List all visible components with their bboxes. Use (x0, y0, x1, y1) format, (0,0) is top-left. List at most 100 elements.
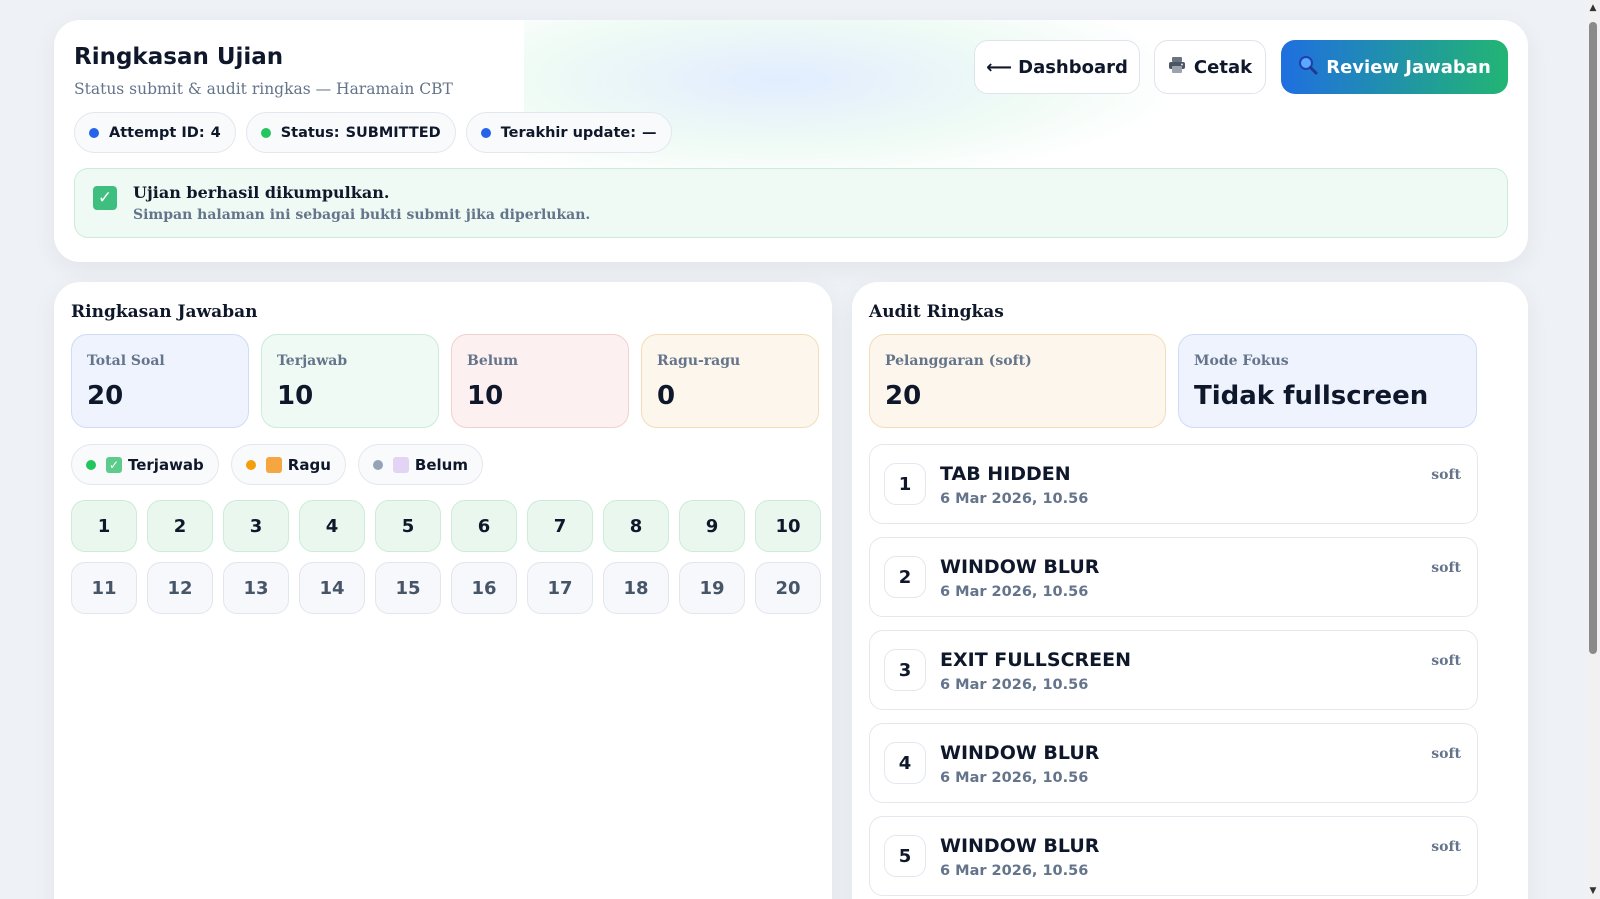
audit-panel: Audit Ringkas Pelanggaran (soft) 20 Mode… (852, 282, 1528, 899)
stat-label: Terjawab (277, 353, 348, 369)
audit-item: 1 TAB HIDDEN 6 Mar 2026, 10.56 soft (869, 444, 1478, 524)
question-number-button[interactable]: 5 (375, 500, 441, 552)
audit-item-type: WINDOW BLUR (940, 556, 1100, 578)
question-number-button[interactable]: 14 (299, 562, 365, 614)
last-update-value: — (642, 124, 657, 141)
audit-item-number: 2 (884, 556, 926, 598)
question-number-button[interactable]: 7 (527, 500, 593, 552)
attempt-id-chip: Attempt ID: 4 (74, 112, 236, 153)
question-number-button[interactable]: 2 (147, 500, 213, 552)
question-number-button[interactable]: 9 (679, 500, 745, 552)
review-answers-button[interactable]: Review Jawaban (1281, 40, 1508, 94)
alert-text: Simpan halaman ini sebagai bukti submit … (133, 207, 591, 223)
scroll-up-icon[interactable]: ▲ (1589, 3, 1597, 13)
audit-item-time: 6 Mar 2026, 10.56 (940, 584, 1089, 600)
audit-item: 5 WINDOW BLUR 6 Mar 2026, 10.56 soft (869, 816, 1478, 896)
stat-value: Tidak fullscreen (1194, 381, 1429, 411)
audit-item-type: WINDOW BLUR (940, 835, 1100, 857)
audit-item-time: 6 Mar 2026, 10.56 (940, 863, 1089, 879)
dashboard-button[interactable]: ⟵ Dashboard (974, 40, 1140, 94)
audit-item-number: 5 (884, 835, 926, 877)
attempt-id-value: 4 (210, 124, 221, 141)
attempt-id-label: Attempt ID: (109, 124, 205, 141)
audit-item-type: WINDOW BLUR (940, 742, 1100, 764)
blue-dot-icon (480, 127, 491, 138)
legend-answered: ✓ Terjawab (71, 444, 219, 485)
page-scrollbar[interactable]: ▲ ▼ (1586, 0, 1600, 899)
audit-item: 4 WINDOW BLUR 6 Mar 2026, 10.56 soft (869, 723, 1478, 803)
status-value: SUBMITTED (345, 124, 441, 141)
legend-doubt-label: Ragu (287, 455, 331, 474)
question-number-button[interactable]: 8 (603, 500, 669, 552)
question-number-button[interactable]: 1 (71, 500, 137, 552)
audit-item-severity: soft (1431, 560, 1461, 576)
question-number-button[interactable]: 6 (451, 500, 517, 552)
legend-blank-label: Belum (414, 455, 468, 474)
audit-title: Audit Ringkas (869, 302, 1004, 322)
question-number-button[interactable]: 13 (223, 562, 289, 614)
question-number-button[interactable]: 10 (755, 500, 821, 552)
question-number-button[interactable]: 15 (375, 562, 441, 614)
audit-item: 2 WINDOW BLUR 6 Mar 2026, 10.56 soft (869, 537, 1478, 617)
audit-item-severity: soft (1431, 839, 1461, 855)
audit-item-number: 1 (884, 463, 926, 505)
page-subtitle: Status submit & audit ringkas — Haramain… (74, 80, 453, 98)
scroll-down-icon[interactable]: ▼ (1589, 886, 1597, 896)
audit-item-number: 4 (884, 742, 926, 784)
green-dot-icon (260, 127, 271, 138)
audit-list: 1 TAB HIDDEN 6 Mar 2026, 10.56 soft 2 WINDOW … (869, 444, 1478, 899)
status-chips: Attempt ID: 4 Status: SUBMITTED Terakhir… (74, 112, 672, 153)
question-number-button[interactable]: 11 (71, 562, 137, 614)
stat-value: 10 (277, 381, 314, 411)
question-number-button[interactable]: 12 (147, 562, 213, 614)
audit-item-severity: soft (1431, 746, 1461, 762)
stat-value: 20 (885, 381, 922, 411)
answer-summary-panel: Ringkasan Jawaban Total Soal 20 Terjawab… (54, 282, 832, 899)
legend-blank: Belum (357, 444, 483, 485)
question-number-button[interactable]: 4 (299, 500, 365, 552)
dashboard-button-label: ⟵ Dashboard (986, 56, 1128, 78)
orange-dot-icon (245, 459, 256, 470)
audit-item-type: EXIT FULLSCREEN (940, 649, 1132, 671)
audit-item-time: 6 Mar 2026, 10.56 (940, 491, 1089, 507)
last-update-chip: Terakhir update: — (465, 112, 672, 153)
stat-focus-mode: Mode Fokus Tidak fullscreen (1178, 334, 1477, 428)
print-button[interactable]: Cetak (1154, 40, 1266, 94)
question-number-button[interactable]: 16 (451, 562, 517, 614)
alert-title: Ujian berhasil dikumpulkan. (133, 183, 390, 202)
success-alert: ✓ Ujian berhasil dikumpulkan. Simpan hal… (74, 168, 1508, 238)
review-answers-button-label: Review Jawaban (1326, 56, 1491, 78)
answer-summary-title: Ringkasan Jawaban (71, 302, 258, 322)
last-update-label: Terakhir update: (500, 124, 637, 141)
lilac-square-icon (392, 456, 409, 473)
stat-doubtful: Ragu-ragu 0 (641, 334, 819, 428)
stat-label: Pelanggaran (soft) (885, 353, 1032, 369)
audit-item: 3 EXIT FULLSCREEN 6 Mar 2026, 10.56 soft (869, 630, 1478, 710)
question-number-button[interactable]: 19 (679, 562, 745, 614)
stat-label: Belum (467, 353, 519, 369)
question-number-button[interactable]: 20 (755, 562, 821, 614)
audit-item-severity: soft (1431, 653, 1461, 669)
orange-square-icon (265, 456, 282, 473)
question-number-button[interactable]: 3 (223, 500, 289, 552)
question-legend: ✓ Terjawab Ragu Belum (71, 444, 483, 485)
status-label: Status: (280, 124, 340, 141)
magnifier-icon (1298, 55, 1318, 80)
audit-item-time: 6 Mar 2026, 10.56 (940, 770, 1089, 786)
checkmark-icon: ✓ (93, 186, 117, 210)
green-dot-icon (86, 459, 96, 470)
audit-item-number: 3 (884, 649, 926, 691)
stat-value: 20 (87, 381, 124, 411)
stat-label: Mode Fokus (1194, 353, 1289, 369)
question-number-button[interactable]: 18 (603, 562, 669, 614)
audit-item-type: TAB HIDDEN (940, 463, 1071, 485)
status-chip: Status: SUBMITTED (245, 112, 456, 153)
audit-item-severity: soft (1431, 467, 1461, 483)
legend-answered-label: Terjawab (128, 455, 204, 474)
stat-answered: Terjawab 10 (261, 334, 439, 428)
stat-value: 10 (467, 381, 504, 411)
question-number-button[interactable]: 17 (527, 562, 593, 614)
stat-unanswered: Belum 10 (451, 334, 629, 428)
audit-item-time: 6 Mar 2026, 10.56 (940, 677, 1089, 693)
scrollbar-thumb[interactable] (1589, 22, 1597, 654)
